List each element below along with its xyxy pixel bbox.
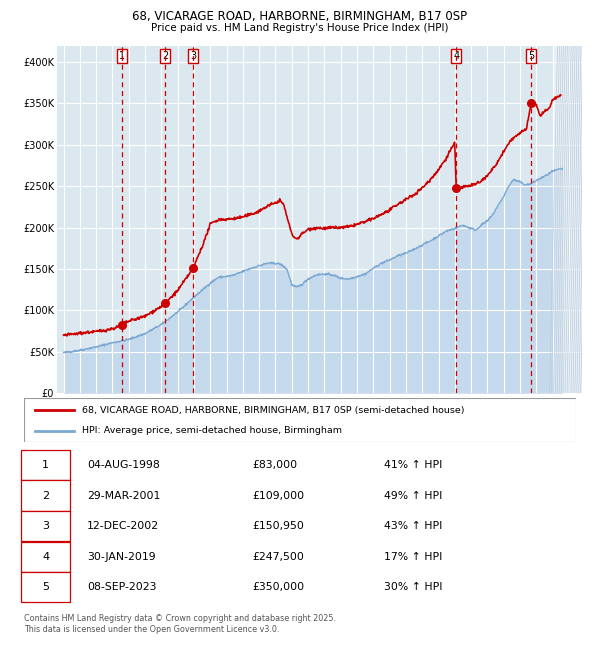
Text: £83,000: £83,000 [252, 460, 297, 470]
Text: 08-SEP-2023: 08-SEP-2023 [87, 582, 157, 592]
Text: 4: 4 [453, 51, 459, 61]
Text: £247,500: £247,500 [252, 552, 304, 562]
Text: 04-AUG-1998: 04-AUG-1998 [87, 460, 160, 470]
Text: 5: 5 [42, 582, 49, 592]
Text: 17% ↑ HPI: 17% ↑ HPI [384, 552, 442, 562]
Text: 2: 2 [162, 51, 169, 61]
Text: 5: 5 [528, 51, 534, 61]
Text: Contains HM Land Registry data © Crown copyright and database right 2025.
This d: Contains HM Land Registry data © Crown c… [24, 614, 336, 634]
Text: Price paid vs. HM Land Registry's House Price Index (HPI): Price paid vs. HM Land Registry's House … [151, 23, 449, 32]
Text: 30-JAN-2019: 30-JAN-2019 [87, 552, 155, 562]
Text: 4: 4 [42, 552, 49, 562]
Text: 68, VICARAGE ROAD, HARBORNE, BIRMINGHAM, B17 0SP (semi-detached house): 68, VICARAGE ROAD, HARBORNE, BIRMINGHAM,… [82, 406, 464, 415]
Text: 29-MAR-2001: 29-MAR-2001 [87, 491, 160, 500]
Text: £109,000: £109,000 [252, 491, 304, 500]
Text: 1: 1 [42, 460, 49, 470]
Text: 68, VICARAGE ROAD, HARBORNE, BIRMINGHAM, B17 0SP: 68, VICARAGE ROAD, HARBORNE, BIRMINGHAM,… [133, 10, 467, 23]
Text: 3: 3 [42, 521, 49, 531]
Text: 43% ↑ HPI: 43% ↑ HPI [384, 521, 442, 531]
Text: 3: 3 [190, 51, 196, 61]
Text: 30% ↑ HPI: 30% ↑ HPI [384, 582, 443, 592]
Text: HPI: Average price, semi-detached house, Birmingham: HPI: Average price, semi-detached house,… [82, 426, 342, 436]
Text: 49% ↑ HPI: 49% ↑ HPI [384, 491, 442, 500]
FancyBboxPatch shape [24, 398, 576, 442]
Text: 41% ↑ HPI: 41% ↑ HPI [384, 460, 442, 470]
Text: £350,000: £350,000 [252, 582, 304, 592]
Text: £150,950: £150,950 [252, 521, 304, 531]
Text: 2: 2 [42, 491, 49, 500]
Text: 1: 1 [119, 51, 125, 61]
Text: 12-DEC-2002: 12-DEC-2002 [87, 521, 159, 531]
